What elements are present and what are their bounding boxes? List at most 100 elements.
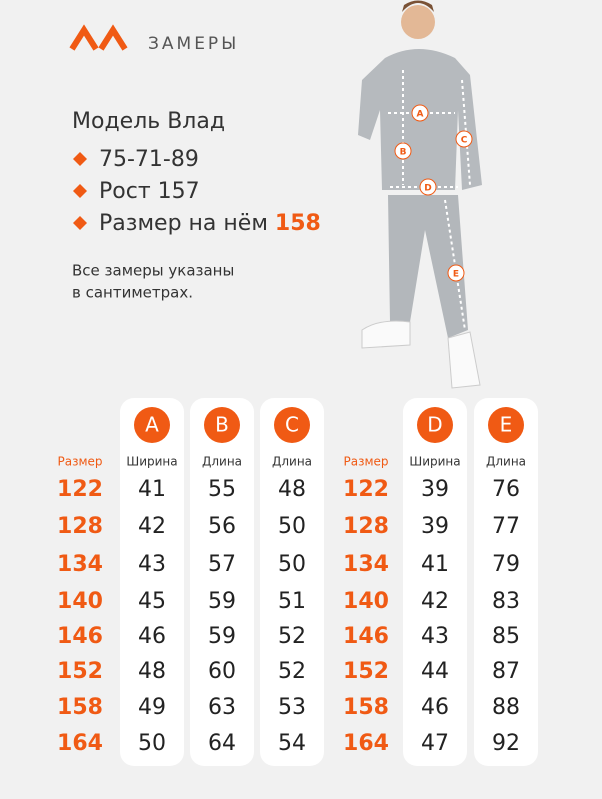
size-value: 140 <box>343 589 389 614</box>
measure-value: 83 <box>492 589 520 614</box>
marker-letter: B <box>400 148 407 158</box>
header-title: ЗАМЕРЫ <box>148 34 239 54</box>
size-value: 164 <box>57 731 103 756</box>
model-param: 75-71-89 <box>99 147 199 172</box>
size-header: Размер <box>57 455 102 469</box>
column-card <box>190 398 254 766</box>
measure-value: 42 <box>421 589 449 614</box>
size-value: 158 <box>343 695 389 720</box>
column-label: Ширина <box>409 455 460 469</box>
measure-value: 64 <box>208 731 236 756</box>
column-card <box>120 398 184 766</box>
model-param: Рост 157 <box>99 179 200 204</box>
column-letter: C <box>285 413 299 437</box>
size-value: 152 <box>343 659 389 684</box>
measure-value: 59 <box>208 624 236 649</box>
measure-value: 57 <box>208 552 236 577</box>
model-name: Модель Влад <box>72 109 225 134</box>
measure-value: 50 <box>138 731 166 756</box>
measure-value: 48 <box>138 659 166 684</box>
size-value: 122 <box>57 477 103 502</box>
letter-badge <box>488 407 524 443</box>
column-label: Длина <box>486 455 526 469</box>
measure-value: 76 <box>492 477 520 502</box>
column-label: Длина <box>272 455 312 469</box>
measure-value: 43 <box>138 552 166 577</box>
marker-circle <box>447 264 465 282</box>
size-value: 158 <box>275 211 321 236</box>
size-value: 134 <box>57 552 103 577</box>
measure-value: 51 <box>278 589 306 614</box>
model-size: Размер на нём 158 <box>99 211 321 236</box>
size-value: 164 <box>343 731 389 756</box>
measure-value: 45 <box>138 589 166 614</box>
size-label: Размер на нём <box>99 211 268 236</box>
size-value: 152 <box>57 659 103 684</box>
note-line: в сантиметрах. <box>72 284 193 302</box>
size-value: 134 <box>343 552 389 577</box>
marker-letter: A <box>417 110 424 120</box>
measure-value: 63 <box>208 695 236 720</box>
marker-circle <box>394 142 412 160</box>
column-letter: B <box>215 413 229 437</box>
size-value: 122 <box>343 477 389 502</box>
bullets <box>73 152 87 230</box>
size-value: 128 <box>57 514 103 539</box>
measure-value: 39 <box>421 477 449 502</box>
measure-value: 46 <box>138 624 166 649</box>
marker-letter: D <box>424 184 431 194</box>
column-label: Длина <box>202 455 242 469</box>
measure-value: 41 <box>421 552 449 577</box>
marker-circle <box>411 104 429 122</box>
measure-value: 59 <box>208 589 236 614</box>
measure-value: 41 <box>138 477 166 502</box>
measure-value: 85 <box>492 624 520 649</box>
column-card <box>403 398 467 766</box>
measure-value: 52 <box>278 624 306 649</box>
column-letter: E <box>500 413 513 437</box>
size-value: 146 <box>343 624 389 649</box>
measure-value: 77 <box>492 514 520 539</box>
measure-value: 92 <box>492 731 520 756</box>
measure-value: 50 <box>278 552 306 577</box>
marker-letter: E <box>453 270 459 280</box>
column-label: Ширина <box>126 455 177 469</box>
size-value: 128 <box>343 514 389 539</box>
size-value: 146 <box>57 624 103 649</box>
measure-value: 42 <box>138 514 166 539</box>
letter-badge <box>204 407 240 443</box>
measure-value: 46 <box>421 695 449 720</box>
size-value: 158 <box>57 695 103 720</box>
measure-value: 48 <box>278 477 306 502</box>
marker-circle <box>455 130 473 148</box>
measure-value: 50 <box>278 514 306 539</box>
size-value: 140 <box>57 589 103 614</box>
measure-value: 54 <box>278 731 306 756</box>
measure-value: 53 <box>278 695 306 720</box>
letter-badge <box>417 407 453 443</box>
logo <box>69 24 128 51</box>
column-card <box>474 398 538 766</box>
measure-value: 47 <box>421 731 449 756</box>
marker-letter: C <box>461 136 468 146</box>
measure-value: 87 <box>492 659 520 684</box>
measure-value: 79 <box>492 552 520 577</box>
letter-badge <box>134 407 170 443</box>
measure-value: 56 <box>208 514 236 539</box>
column-letter: D <box>427 413 442 437</box>
measure-value: 49 <box>138 695 166 720</box>
marker-circle <box>419 178 437 196</box>
measure-value: 39 <box>421 514 449 539</box>
letter-badge <box>274 407 310 443</box>
size-header: Размер <box>343 455 388 469</box>
measure-value: 52 <box>278 659 306 684</box>
note-line: Все замеры указаны <box>72 262 234 280</box>
measure-value: 55 <box>208 477 236 502</box>
measure-value: 43 <box>421 624 449 649</box>
measure-value: 44 <box>421 659 449 684</box>
measure-value: 60 <box>208 659 236 684</box>
measure-value: 88 <box>492 695 520 720</box>
column-card <box>260 398 324 766</box>
